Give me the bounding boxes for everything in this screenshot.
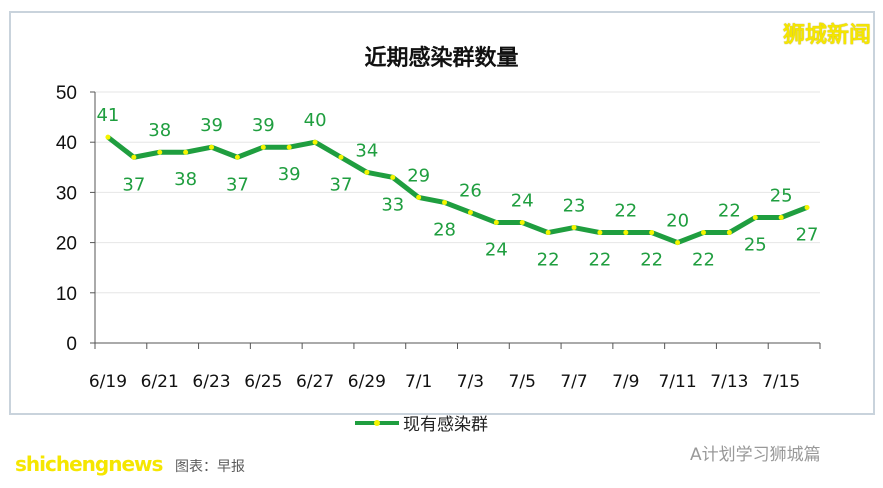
- legend: 现有感染群: [355, 410, 488, 435]
- data-label: 38: [148, 120, 171, 141]
- data-point: [234, 154, 240, 160]
- data-label: 22: [614, 201, 637, 222]
- data-label: 22: [640, 250, 663, 271]
- data-point: [752, 215, 758, 220]
- data-label: 33: [381, 194, 404, 215]
- x-tick-label: 6/27: [296, 372, 334, 392]
- data-point: [105, 134, 111, 140]
- data-label: 22: [718, 201, 741, 222]
- data-point: [649, 230, 655, 236]
- data-label: 28: [433, 219, 456, 240]
- data-label: 37: [122, 174, 145, 195]
- data-point: [260, 144, 266, 150]
- site-watermark: shichengnews: [15, 452, 163, 476]
- data-point: [545, 230, 551, 236]
- legend-label: 现有感染群: [403, 415, 488, 435]
- data-label: 38: [174, 169, 197, 190]
- y-tick-label: 40: [56, 133, 77, 154]
- chart-frame: [9, 11, 875, 415]
- data-label: 25: [770, 186, 793, 207]
- x-tick-label: 6/19: [89, 372, 127, 392]
- legend-swatch: [355, 419, 399, 426]
- x-tick-label: 7/13: [710, 372, 748, 392]
- x-tick-label: 7/11: [658, 372, 696, 392]
- data-point: [364, 169, 370, 175]
- data-label: 37: [330, 174, 353, 195]
- x-tick-label: 6/25: [244, 372, 282, 392]
- data-label: 22: [692, 250, 715, 271]
- data-label: 39: [200, 115, 223, 136]
- data-point: [312, 139, 318, 145]
- y-tick-label: 50: [56, 83, 77, 104]
- data-point: [778, 215, 784, 220]
- x-tick-label: 6/21: [141, 372, 179, 392]
- data-label: 25: [744, 235, 767, 256]
- x-tick-label: 6/23: [192, 372, 230, 392]
- data-label: 22: [588, 250, 611, 271]
- data-label: 34: [355, 140, 378, 161]
- data-point: [726, 230, 732, 236]
- series-line: [106, 135, 808, 246]
- data-label: 39: [252, 115, 275, 136]
- chart-title: 近期感染群数量: [364, 46, 519, 71]
- x-tick-label: 7/3: [457, 372, 484, 392]
- data-point: [467, 209, 473, 215]
- data-point: [157, 149, 163, 155]
- data-point: [675, 240, 681, 246]
- data-label: 23: [563, 196, 586, 217]
- data-label: 41: [96, 105, 119, 126]
- y-tick-label: 20: [56, 234, 77, 255]
- data-label: 26: [459, 180, 482, 201]
- x-tick-label: 7/5: [509, 372, 536, 392]
- data-point: [442, 199, 448, 205]
- data-label: 22: [537, 250, 560, 271]
- data-point: [700, 230, 706, 236]
- x-tick-label: 6/29: [348, 372, 386, 392]
- x-tick-label: 7/1: [405, 372, 432, 392]
- y-tick-label: 10: [56, 284, 77, 305]
- data-label: 24: [511, 191, 534, 212]
- data-point: [597, 230, 603, 236]
- x-tick-label: 7/9: [612, 372, 639, 392]
- data-label: 24: [485, 240, 508, 261]
- data-point: [183, 149, 189, 155]
- data-point: [571, 225, 577, 231]
- data-point: [286, 144, 292, 150]
- source-watermark: 图表：早报: [175, 459, 245, 475]
- data-point: [390, 174, 396, 180]
- data-point: [209, 144, 215, 150]
- data-label: 29: [407, 165, 430, 186]
- data-label: 20: [666, 211, 689, 232]
- x-tick-label: 7/15: [762, 372, 800, 392]
- data-point: [338, 154, 344, 160]
- x-tick-label: 7/7: [560, 372, 587, 392]
- data-label: 27: [796, 224, 819, 245]
- data-point: [131, 154, 137, 160]
- data-label: 39: [278, 164, 301, 185]
- y-tick-label: 0: [66, 334, 77, 355]
- wechat-watermark: A计划学习狮城篇: [690, 445, 821, 465]
- data-label: 40: [304, 110, 327, 131]
- data-point: [493, 220, 499, 226]
- data-point: [623, 230, 629, 236]
- data-point: [416, 194, 422, 200]
- data-label: 37: [226, 174, 249, 195]
- y-tick-label: 30: [56, 183, 77, 204]
- brand-logo: 狮城新闻: [782, 23, 871, 48]
- data-point: [804, 204, 810, 210]
- data-point: [519, 220, 525, 226]
